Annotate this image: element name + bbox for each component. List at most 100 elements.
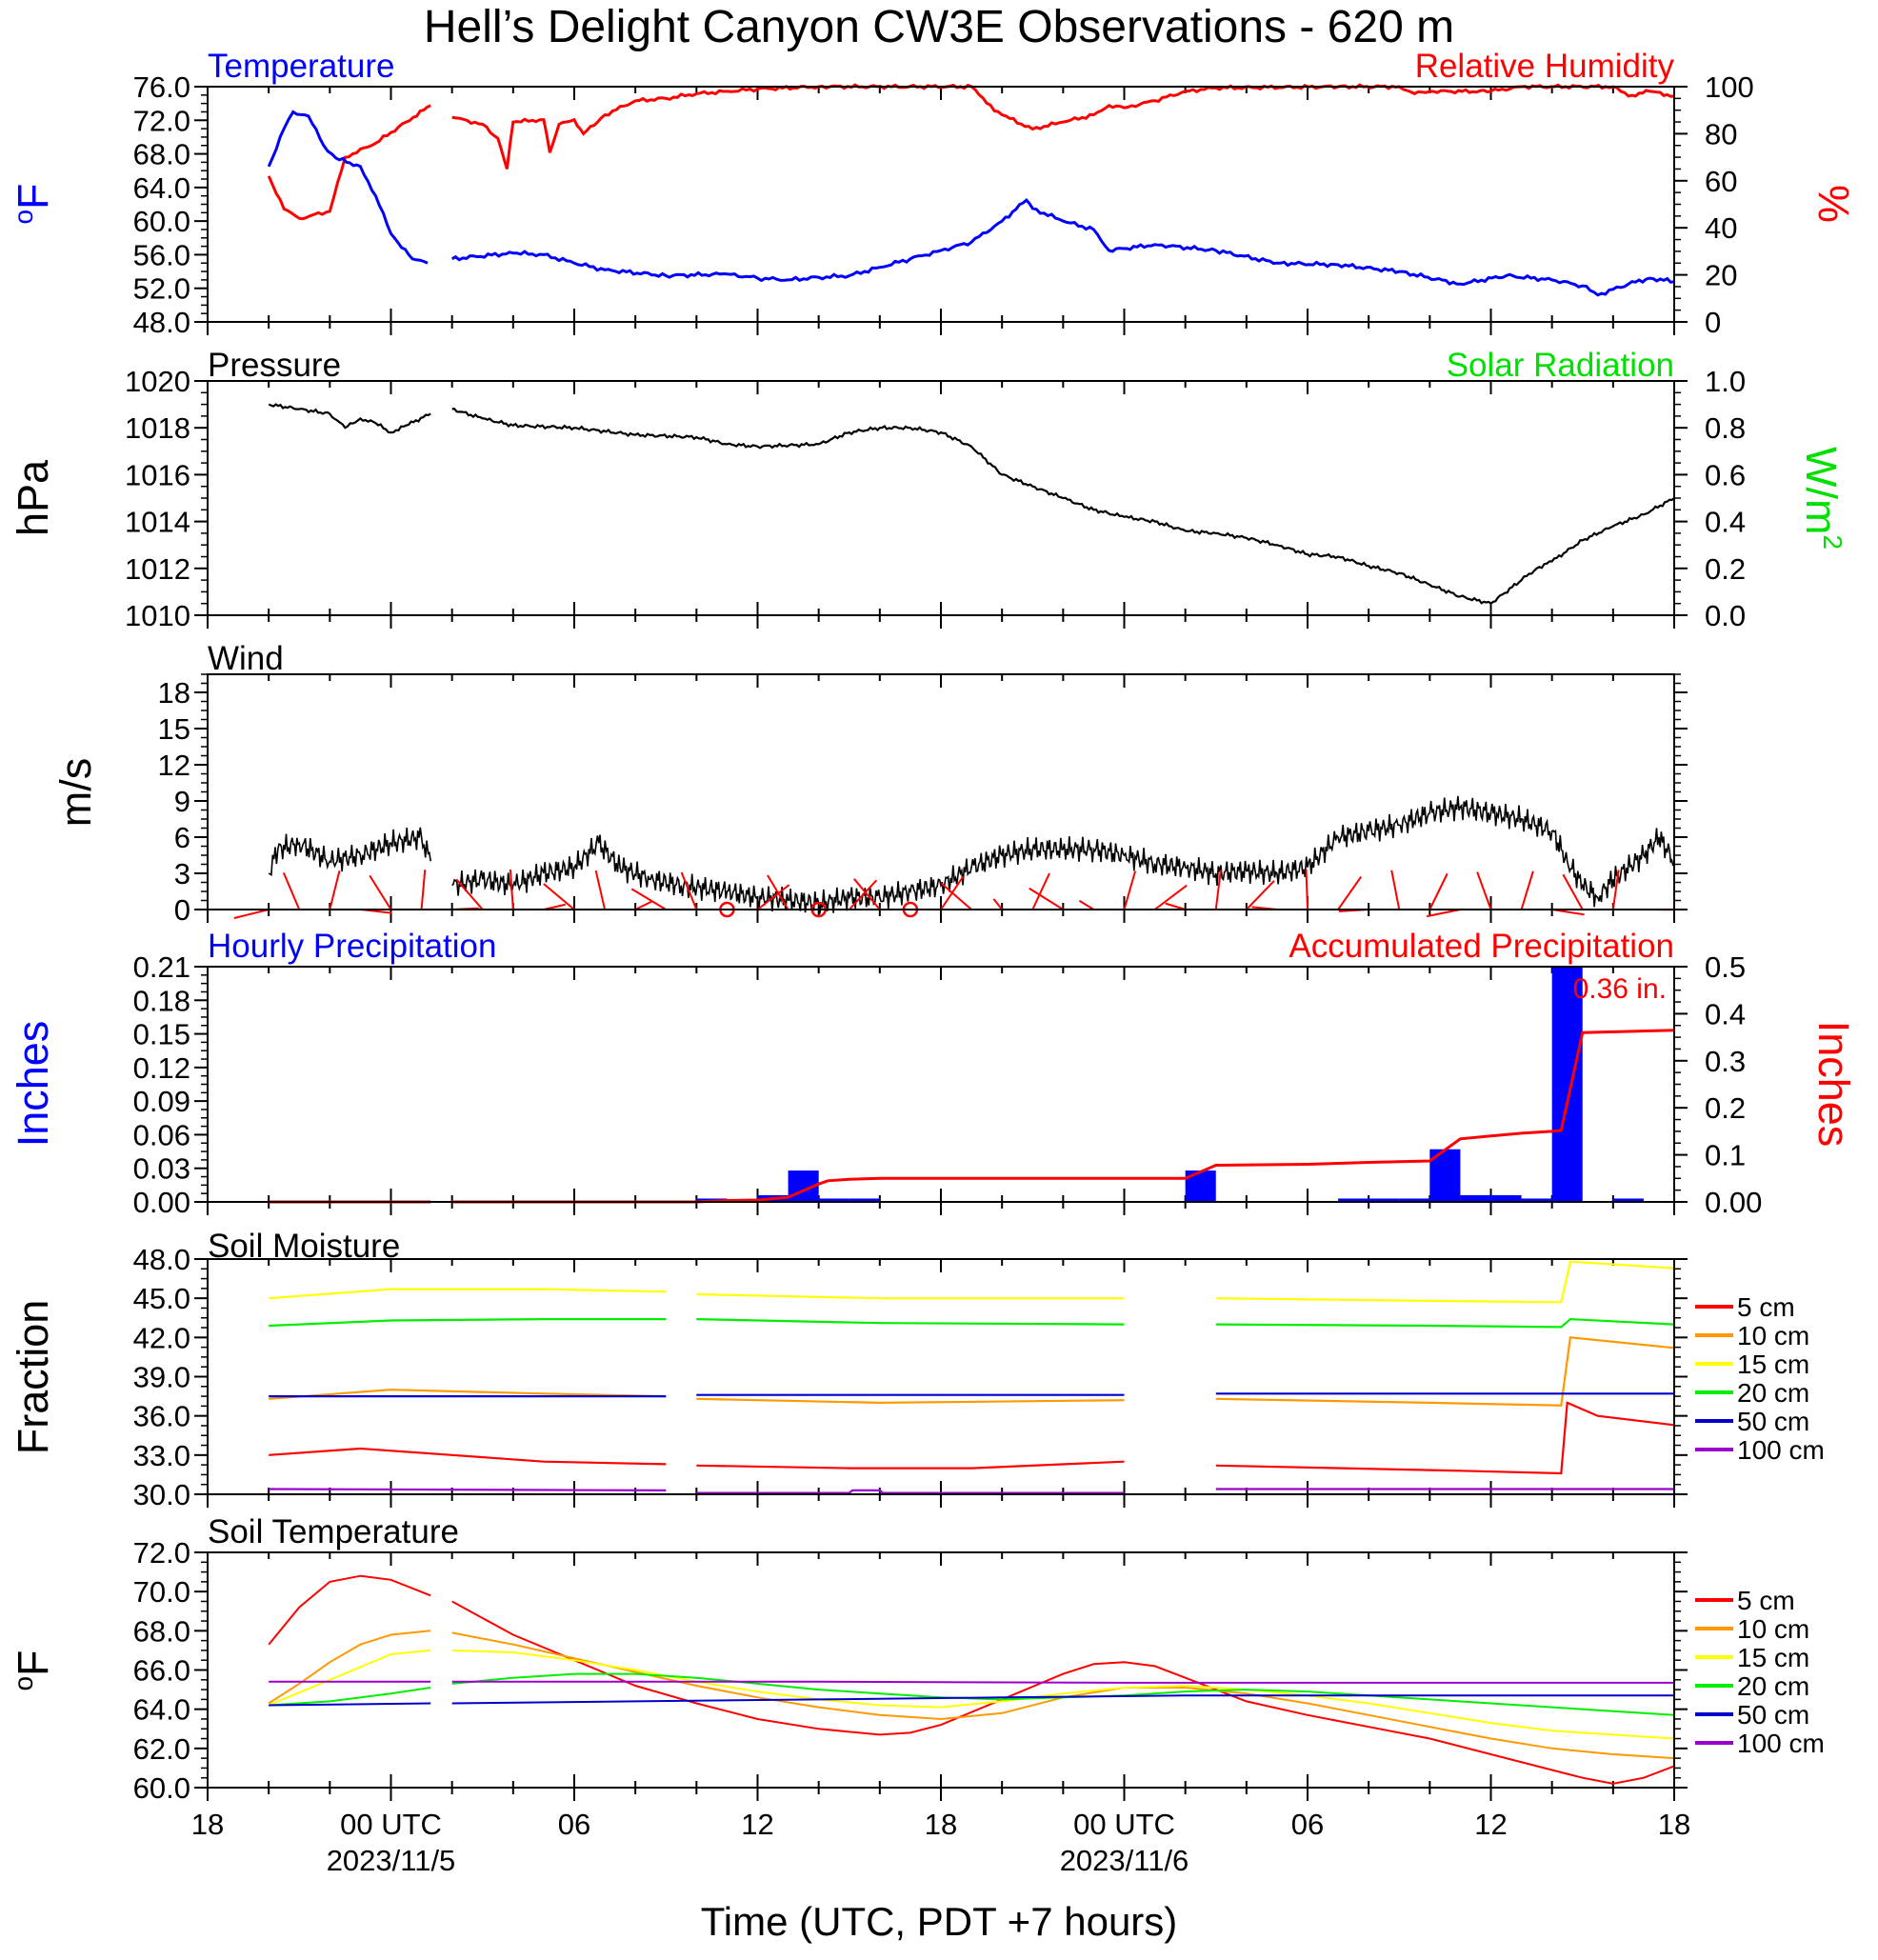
soil-moisture-line-50cm [269,1392,1674,1398]
pressure-line [268,403,1675,606]
wind-barb [1520,870,1534,910]
soil-temp-lines [268,1574,1675,1785]
temp-unit: oF [9,183,57,224]
wind-barb [543,883,575,910]
soil-temp-tick-label: 72.0 [133,1536,190,1570]
accum-precip-unit: Inches [1809,1021,1858,1148]
soil-temp-line-5cm [268,1574,1675,1785]
solar-ylabel: W/m2 [1797,447,1848,550]
accum-precip-tick-label: 0.5 [1705,950,1746,984]
wind-barb [1246,880,1275,910]
soil-moisture-right-ticks [1674,1258,1688,1495]
wind-tick-label: 12 [158,749,190,782]
soil-moisture-tick-label: 45.0 [133,1282,190,1315]
wind-barb [630,888,667,910]
x-tick-label: 18 [1658,1808,1690,1841]
soil-temp-legend-label: 15 cm [1737,1643,1809,1672]
wind-barb [1337,876,1362,910]
wind-barb [680,871,698,910]
wind-barb [369,874,392,910]
soil-temp-right-ticks [1674,1551,1688,1789]
x-tick-label: 06 [558,1808,590,1841]
soil-temp-tick-label: 66.0 [133,1654,190,1688]
accum-precip-title: Accumulated Precipitation [1289,928,1674,965]
precip-bar [818,1198,849,1202]
wind-barb [1123,870,1137,910]
soil-moisture-lines [269,1260,1675,1494]
precip-total-label: 0.36 in. [1573,973,1667,1005]
pressure-title: Pressure [208,347,341,384]
soil-temp-unit: oF [9,1650,57,1690]
temp-axis-ticks: 48.052.056.060.064.068.072.076.0 [133,70,208,339]
wind-barb [1428,872,1448,910]
solar-unit-main: W/m [1797,447,1846,534]
panel-temp-rh: Temperature Relative Humidity oF % 48.05… [9,48,1858,339]
temp-unit-letter: F [9,183,57,210]
solar-tick-label: 0.0 [1705,599,1746,632]
precip-bar [1521,1198,1552,1202]
wind-barb [1153,884,1188,910]
soil-temp-legend-label: 10 cm [1737,1614,1809,1644]
wind-barb [940,882,972,910]
pressure-tick-label: 1020 [125,365,190,398]
solar-tick-label: 0.2 [1705,552,1746,586]
hourly-precip-tick-label: 0.03 [133,1152,190,1186]
solar-axis-ticks: 0.0 0.2 0.4 0.6 0.8 1.0 [1674,365,1746,632]
wind-barb [756,884,790,910]
panel5-frame [207,1258,1675,1495]
wind-barb [1031,872,1050,910]
temp-tick-label: 72.0 [133,104,190,137]
pressure-tick-label: 1014 [125,506,190,539]
pressure-tick-label: 1010 [125,599,190,632]
temp-tick-label: 52.0 [133,272,190,306]
wind-barb [329,870,341,910]
soil-temp-legend-label: 5 cm [1737,1586,1795,1615]
precip-bar [1369,1198,1400,1202]
wind-barb [1078,899,1094,910]
humidity-tick-label: 60 [1705,165,1737,198]
x-tick-label: 12 [1474,1808,1507,1841]
humidity-line [267,83,1675,221]
temp-tick-label: 64.0 [133,171,190,205]
wind-tick-label: 18 [158,676,190,710]
precip-bar [1460,1194,1491,1202]
wind-barb [1390,870,1401,910]
wind-unit: m/s [51,758,100,828]
wind-barb [233,909,270,919]
hourly-precip-title: Hourly Precipitation [208,928,496,965]
wind-barb [634,900,652,910]
soil-temp-unit-letter: F [9,1650,57,1676]
wind-tick-label: 9 [174,785,190,818]
accum-precip-tick-label: 0.3 [1705,1045,1746,1078]
accum-precip-tick-label: 0.1 [1705,1139,1746,1172]
soil-moisture-tick-label: 48.0 [133,1243,190,1276]
temp-tick-label: 60.0 [133,205,190,238]
soil-temp-tick-label: 62.0 [133,1732,190,1766]
wind-barb [594,870,607,910]
panel-precip: Hourly Precipitation Accumulated Precipi… [9,928,1858,1219]
wind-barb [849,879,878,910]
wind-barb [509,870,514,910]
temp-ylabel: oF [9,183,57,224]
precip-bar [1338,1198,1369,1202]
x-tick-label: 06 [1291,1808,1324,1841]
wind-barb [1214,870,1222,910]
x-tick-label: 00 UTC [1073,1808,1175,1841]
soil-temp-tick-label: 60.0 [133,1771,190,1805]
wind-barb [1562,873,1584,910]
panel-soil-temp: Soil Temperature oF 60.0 62.0 64.0 66.0 68.0… [9,1513,1825,1805]
hourly-precip-tick-label: 0.06 [133,1118,190,1151]
x-tick-label: 00 UTC [340,1808,442,1841]
soil-moisture-tick-label: 36.0 [133,1400,190,1433]
temp-tick-label: 68.0 [133,138,190,171]
soil-temp-line-20cm [269,1672,1675,1716]
wind-barb [455,878,484,910]
temperature-line [267,110,1675,297]
temp-unit-degree: o [9,210,38,225]
soil-moisture-line-15cm [269,1260,1675,1304]
temp-tick-label: 48.0 [133,306,190,339]
x-date-label: 2023/11/5 [327,1844,456,1877]
